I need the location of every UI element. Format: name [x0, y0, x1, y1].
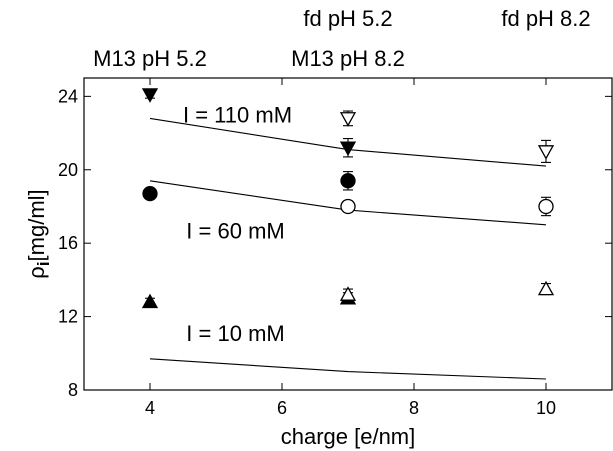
- data-point-triangle-up: [339, 286, 357, 301]
- data-point-circle: [340, 198, 356, 215]
- top-label: M13 pH 8.2: [291, 46, 405, 71]
- data-point-triangle-down: [141, 88, 159, 103]
- y-axis-label: ρi[mg/ml]: [24, 189, 53, 278]
- y-tick-label: 20: [58, 160, 78, 180]
- top-label: M13 pH 5.2: [93, 46, 207, 71]
- x-tick-label: 8: [409, 398, 419, 418]
- data-point-circle: [340, 173, 356, 189]
- plot-frame: [83, 77, 613, 391]
- ticks: 4 6 8 10 8 12 16 20 24: [58, 78, 612, 418]
- x-tick-label: 4: [145, 398, 155, 418]
- x-tick-label: 10: [536, 398, 556, 418]
- y-tick-label: 12: [58, 307, 78, 327]
- y-axis-label-subscript: i: [34, 261, 53, 266]
- x-tick-label: 6: [277, 398, 287, 418]
- data-point-circle: [142, 185, 158, 202]
- x-axis-label: charge [e/nm]: [281, 424, 416, 449]
- top-label: fd pH 8.2: [501, 6, 590, 31]
- y-axis-label-unit: [mg/ml]: [24, 189, 49, 261]
- top-label: fd pH 5.2: [303, 6, 392, 31]
- markers: [141, 88, 555, 309]
- data-point-triangle-down: [339, 112, 357, 127]
- y-tick-label: 16: [58, 233, 78, 253]
- data-point-triangle-up: [537, 280, 555, 296]
- fit-line: [149, 358, 547, 380]
- y-tick-label: 8: [68, 380, 78, 400]
- data-point-triangle-up: [141, 293, 159, 309]
- data-point-triangle-down: [537, 145, 555, 160]
- y-tick-label: 24: [58, 86, 78, 106]
- data-point-triangle-down: [339, 141, 357, 157]
- ionic-strength-annotation: I = 10 mM: [186, 321, 284, 346]
- ionic-strength-annotation: I = 110 mM: [183, 103, 292, 128]
- data-point-circle: [538, 198, 554, 215]
- svg-text:ρi[mg/ml]: ρi[mg/ml]: [24, 189, 53, 278]
- labels: M13 pH 5.2 M13 pH 8.2 fd pH 5.2 fd pH 8.2 I …: [93, 6, 591, 346]
- ionic-strength-annotation: I = 60 mM: [186, 218, 284, 243]
- y-axis-label-symbol: ρ: [24, 266, 49, 279]
